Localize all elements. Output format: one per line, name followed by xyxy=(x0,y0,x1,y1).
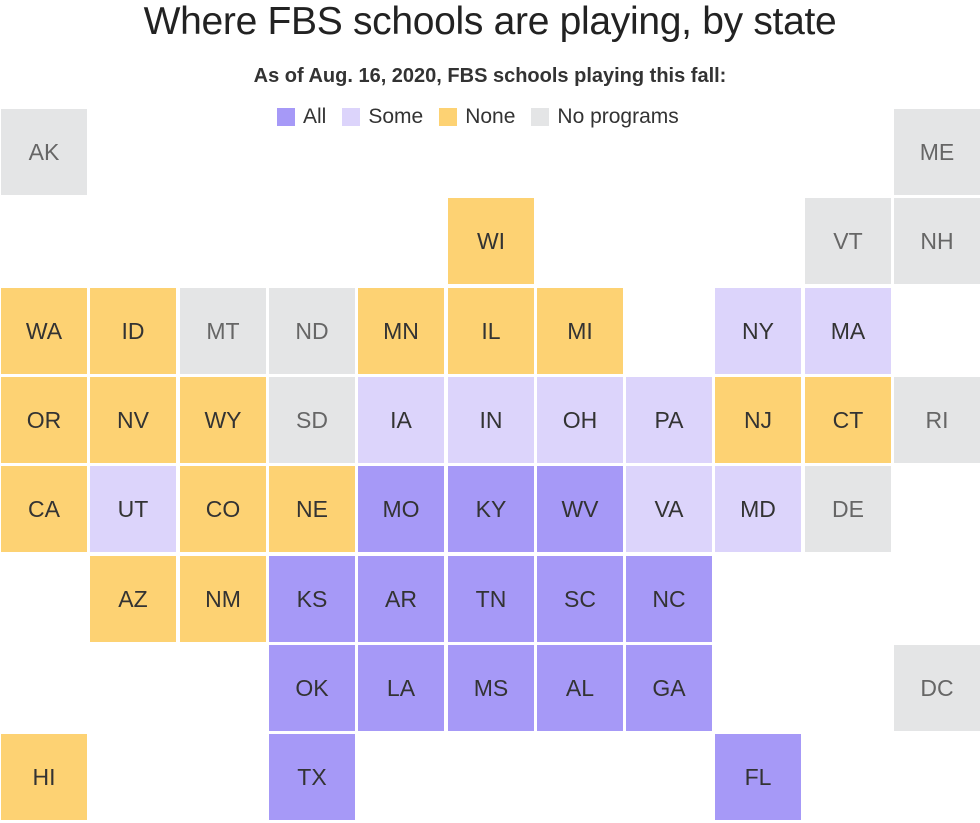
legend-item-all: All xyxy=(277,105,326,129)
legend-swatch xyxy=(531,108,550,126)
state-tile-nd: ND xyxy=(269,288,355,374)
state-tile-nm: NM xyxy=(180,556,266,642)
state-tile-ak: AK xyxy=(1,109,87,195)
state-tile-az: AZ xyxy=(90,556,176,642)
state-tile-ne: NE xyxy=(269,466,355,552)
state-tile-wy: WY xyxy=(180,377,266,463)
state-tile-sd: SD xyxy=(269,377,355,463)
state-tile-mt: MT xyxy=(180,288,266,374)
state-tile-wv: WV xyxy=(537,466,623,552)
state-tile-hi: HI xyxy=(1,734,87,820)
state-tile-co: CO xyxy=(180,466,266,552)
state-tile-me: ME xyxy=(894,109,980,195)
state-tile-va: VA xyxy=(626,466,712,552)
state-tile-wi: WI xyxy=(448,198,534,284)
state-tile-al: AL xyxy=(537,645,623,731)
state-tile-la: LA xyxy=(358,645,444,731)
state-tile-dc: DC xyxy=(894,645,980,731)
chart-subtitle: As of Aug. 16, 2020, FBS schools playing… xyxy=(253,65,727,87)
state-tile-tn: TN xyxy=(448,556,534,642)
legend-label: None xyxy=(465,105,516,128)
state-tile-pa: PA xyxy=(626,377,712,463)
legend-item-none: None xyxy=(439,105,515,129)
state-tile-ut: UT xyxy=(90,466,176,552)
legend-swatch xyxy=(342,108,361,126)
state-tile-md: MD xyxy=(715,466,801,552)
legend-item-some: Some xyxy=(342,105,423,129)
state-tile-oh: OH xyxy=(537,377,623,463)
state-tile-wa: WA xyxy=(1,288,87,374)
state-tile-ar: AR xyxy=(358,556,444,642)
state-tile-nh: NH xyxy=(894,198,980,284)
legend-item-no-programs: No programs xyxy=(531,105,679,129)
state-tile-mi: MI xyxy=(537,288,623,374)
state-tile-tx: TX xyxy=(269,734,355,820)
state-tile-nv: NV xyxy=(90,377,176,463)
state-tile-in: IN xyxy=(448,377,534,463)
state-tile-mo: MO xyxy=(358,466,444,552)
state-tile-vt: VT xyxy=(805,198,891,284)
legend: All Some None No programs xyxy=(277,105,695,129)
state-tile-id: ID xyxy=(90,288,176,374)
chart-title: Where FBS schools are playing, by state xyxy=(143,0,837,43)
state-tile-ca: CA xyxy=(1,466,87,552)
state-tile-nj: NJ xyxy=(715,377,801,463)
state-tile-ky: KY xyxy=(448,466,534,552)
state-tile-ia: IA xyxy=(358,377,444,463)
state-tile-ms: MS xyxy=(448,645,534,731)
legend-label: No programs xyxy=(557,105,679,128)
state-tile-nc: NC xyxy=(626,556,712,642)
legend-swatch xyxy=(439,108,458,126)
legend-swatch xyxy=(277,108,295,126)
state-tile-or: OR xyxy=(1,377,87,463)
state-tile-ks: KS xyxy=(269,556,355,642)
state-tile-ct: CT xyxy=(805,377,891,463)
state-tile-mn: MN xyxy=(358,288,444,374)
state-tile-sc: SC xyxy=(537,556,623,642)
state-tile-ma: MA xyxy=(805,288,891,374)
state-tile-de: DE xyxy=(805,466,891,552)
legend-label: All xyxy=(303,105,327,128)
state-tile-il: IL xyxy=(448,288,534,374)
state-tile-fl: FL xyxy=(715,734,801,820)
state-tile-ok: OK xyxy=(269,645,355,731)
legend-label: Some xyxy=(368,105,424,128)
state-tile-ga: GA xyxy=(626,645,712,731)
state-tile-ri: RI xyxy=(894,377,980,463)
state-tile-ny: NY xyxy=(715,288,801,374)
